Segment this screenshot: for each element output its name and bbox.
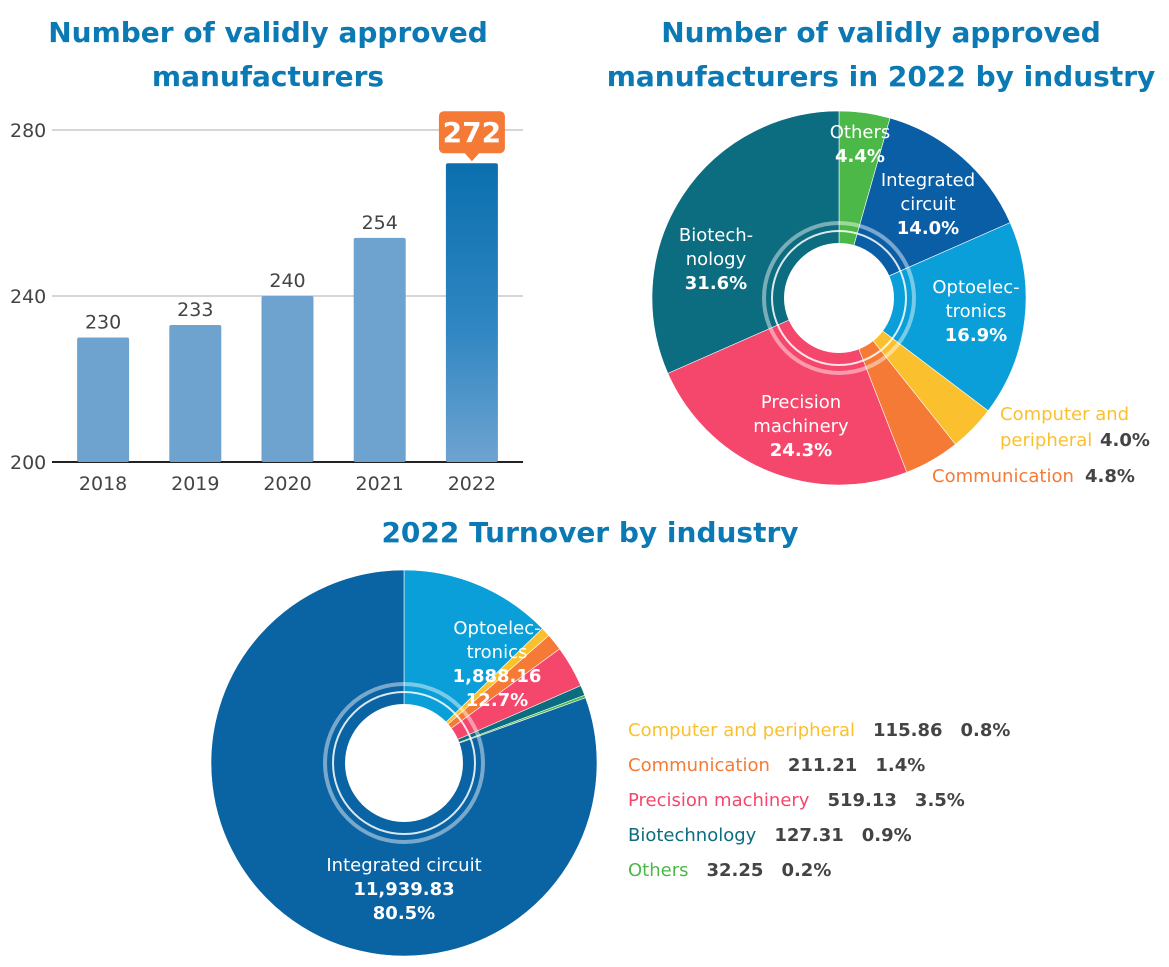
legend-others-value: 32.25 [707, 860, 764, 881]
label-optoelectronics-3: 12.7% [466, 690, 528, 711]
legend-precision-machinery-pct: 3.5% [915, 790, 965, 811]
bar-2020 [261, 296, 314, 462]
legend-biotechnology-pct: 0.9% [862, 825, 912, 846]
bar-chart-title-line-1: Number of validly approved [48, 16, 488, 49]
legend-precision-machinery-name: Precision machinery [628, 790, 810, 811]
bar-y-ticks: 200 240 280 [10, 120, 46, 474]
donut1-labels: Others 4.4% Integrated circuit 14.0% Optoelec… [679, 122, 1150, 487]
x-tick-2022: 2022 [448, 473, 496, 495]
label-integrated-circuit-1: circuit [900, 194, 955, 215]
bar-chart-title-line-2: manufacturers [152, 60, 384, 93]
industry-count-donut: Number of validly approved manufacturers… [607, 16, 1156, 487]
label-integrated-circuit-1: 11,939.83 [353, 879, 454, 900]
legend-communication-value: 211.21 [788, 755, 857, 776]
ring-outer [762, 221, 916, 375]
bar-2019 [169, 325, 222, 462]
bar-bars [77, 163, 498, 462]
x-tick-2020: 2020 [263, 473, 311, 495]
donut2-title: 2022 Turnover by industry [381, 516, 798, 549]
legend-communication-name: Communication [628, 755, 770, 776]
x-tick-2019: 2019 [171, 473, 219, 495]
legend-biotechnology-name: Biotechnology [628, 825, 757, 846]
label-computer-and-peripheral-0: Computer and [1000, 404, 1129, 425]
legend-biotechnology-value: 127.31 [774, 825, 843, 846]
value-label-2018: 230 [85, 312, 121, 334]
bar-2022 [445, 163, 498, 462]
highlight-callout: 272 [438, 111, 505, 162]
label-optoelectronics-2: 16.9% [945, 325, 1007, 346]
label-integrated-circuit-0: Integrated [881, 170, 975, 191]
callout-pointer [463, 152, 480, 162]
callout-value: 272 [443, 116, 501, 149]
legend-computer-and-peripheral-value: 115.86 [873, 720, 942, 741]
donut2-rings [323, 682, 485, 844]
donut1-title-line-1: Number of validly approved [661, 16, 1101, 49]
legend-precision-machinery-value: 519.13 [827, 790, 896, 811]
legend-others-name: Others [628, 860, 689, 881]
ring-inner [771, 230, 907, 366]
label-biotechnology-2: 31.6% [685, 273, 747, 294]
y-tick-280: 280 [10, 120, 46, 142]
callout-box [438, 111, 505, 154]
label-precision-machinery-0: Precision [761, 392, 841, 413]
label-others-1: 4.4% [835, 146, 885, 167]
label-integrated-circuit-0: Integrated circuit [326, 855, 481, 876]
donut2-labels: Optoelec-tronics 1,888.16 12.7% Integrated … [326, 618, 541, 924]
label-optoelectronics-1: tronics [467, 642, 528, 663]
x-tick-2018: 2018 [79, 473, 127, 495]
donut1-rings [762, 221, 916, 375]
value-label-2021: 254 [362, 212, 398, 234]
legend-computer-and-peripheral-pct: 0.8% [961, 720, 1011, 741]
turnover-donut: 2022 Turnover by industry Optoelec-troni… [210, 516, 1010, 957]
label-integrated-circuit-2: 80.5% [373, 903, 435, 924]
legend-computer-and-peripheral-name: Computer and peripheral [628, 720, 855, 741]
label-optoelectronics-2: 1,888.16 [453, 666, 542, 687]
label-optoelectronics-1: tronics [946, 301, 1007, 322]
label-integrated-circuit-2: 14.0% [897, 218, 959, 239]
bar-chart: Number of validly approved manufacturers… [10, 16, 523, 495]
donut2-legend: Computer and peripheral 115.86 0.8% Communi… [628, 720, 1010, 881]
label-precision-machinery-2: 24.3% [770, 440, 832, 461]
donut1-slices [651, 110, 1027, 486]
y-tick-240: 240 [10, 286, 46, 308]
label-others-0: Others [830, 122, 891, 143]
label-biotechnology-0: Biotech- [679, 225, 753, 246]
ring-outer [323, 682, 485, 844]
donut-hole [784, 243, 894, 353]
legend-communication-pct: 1.4% [875, 755, 925, 776]
label-computer-and-peripheral-pct: 4.0% [1100, 430, 1150, 451]
legend-others-pct: 0.2% [781, 860, 831, 881]
label-optoelectronics-0: Optoelec- [932, 277, 1019, 298]
bar-x-ticks: 2018 2019 2020 2021 2022 [79, 473, 496, 495]
label-communication-pct: 4.8% [1085, 466, 1135, 487]
label-biotechnology-1: nology [686, 249, 747, 270]
donut1-title-line-2: manufacturers in 2022 by industry [607, 60, 1156, 93]
value-label-2020: 240 [269, 270, 305, 292]
label-communication: Communication [932, 466, 1074, 487]
label-precision-machinery-1: machinery [753, 416, 849, 437]
donut2-slices [210, 569, 598, 957]
ring-inner [332, 691, 476, 835]
x-tick-2021: 2021 [356, 473, 404, 495]
bar-2021 [353, 237, 406, 462]
donut-hole [345, 704, 463, 822]
bar-value-labels: 230 233 240 254 [85, 212, 398, 334]
bar-2018 [77, 337, 130, 462]
y-tick-200: 200 [10, 452, 46, 474]
label-computer-and-peripheral-1: peripheral [1000, 430, 1092, 451]
value-label-2019: 233 [177, 299, 213, 321]
label-optoelectronics-0: Optoelec- [453, 618, 540, 639]
